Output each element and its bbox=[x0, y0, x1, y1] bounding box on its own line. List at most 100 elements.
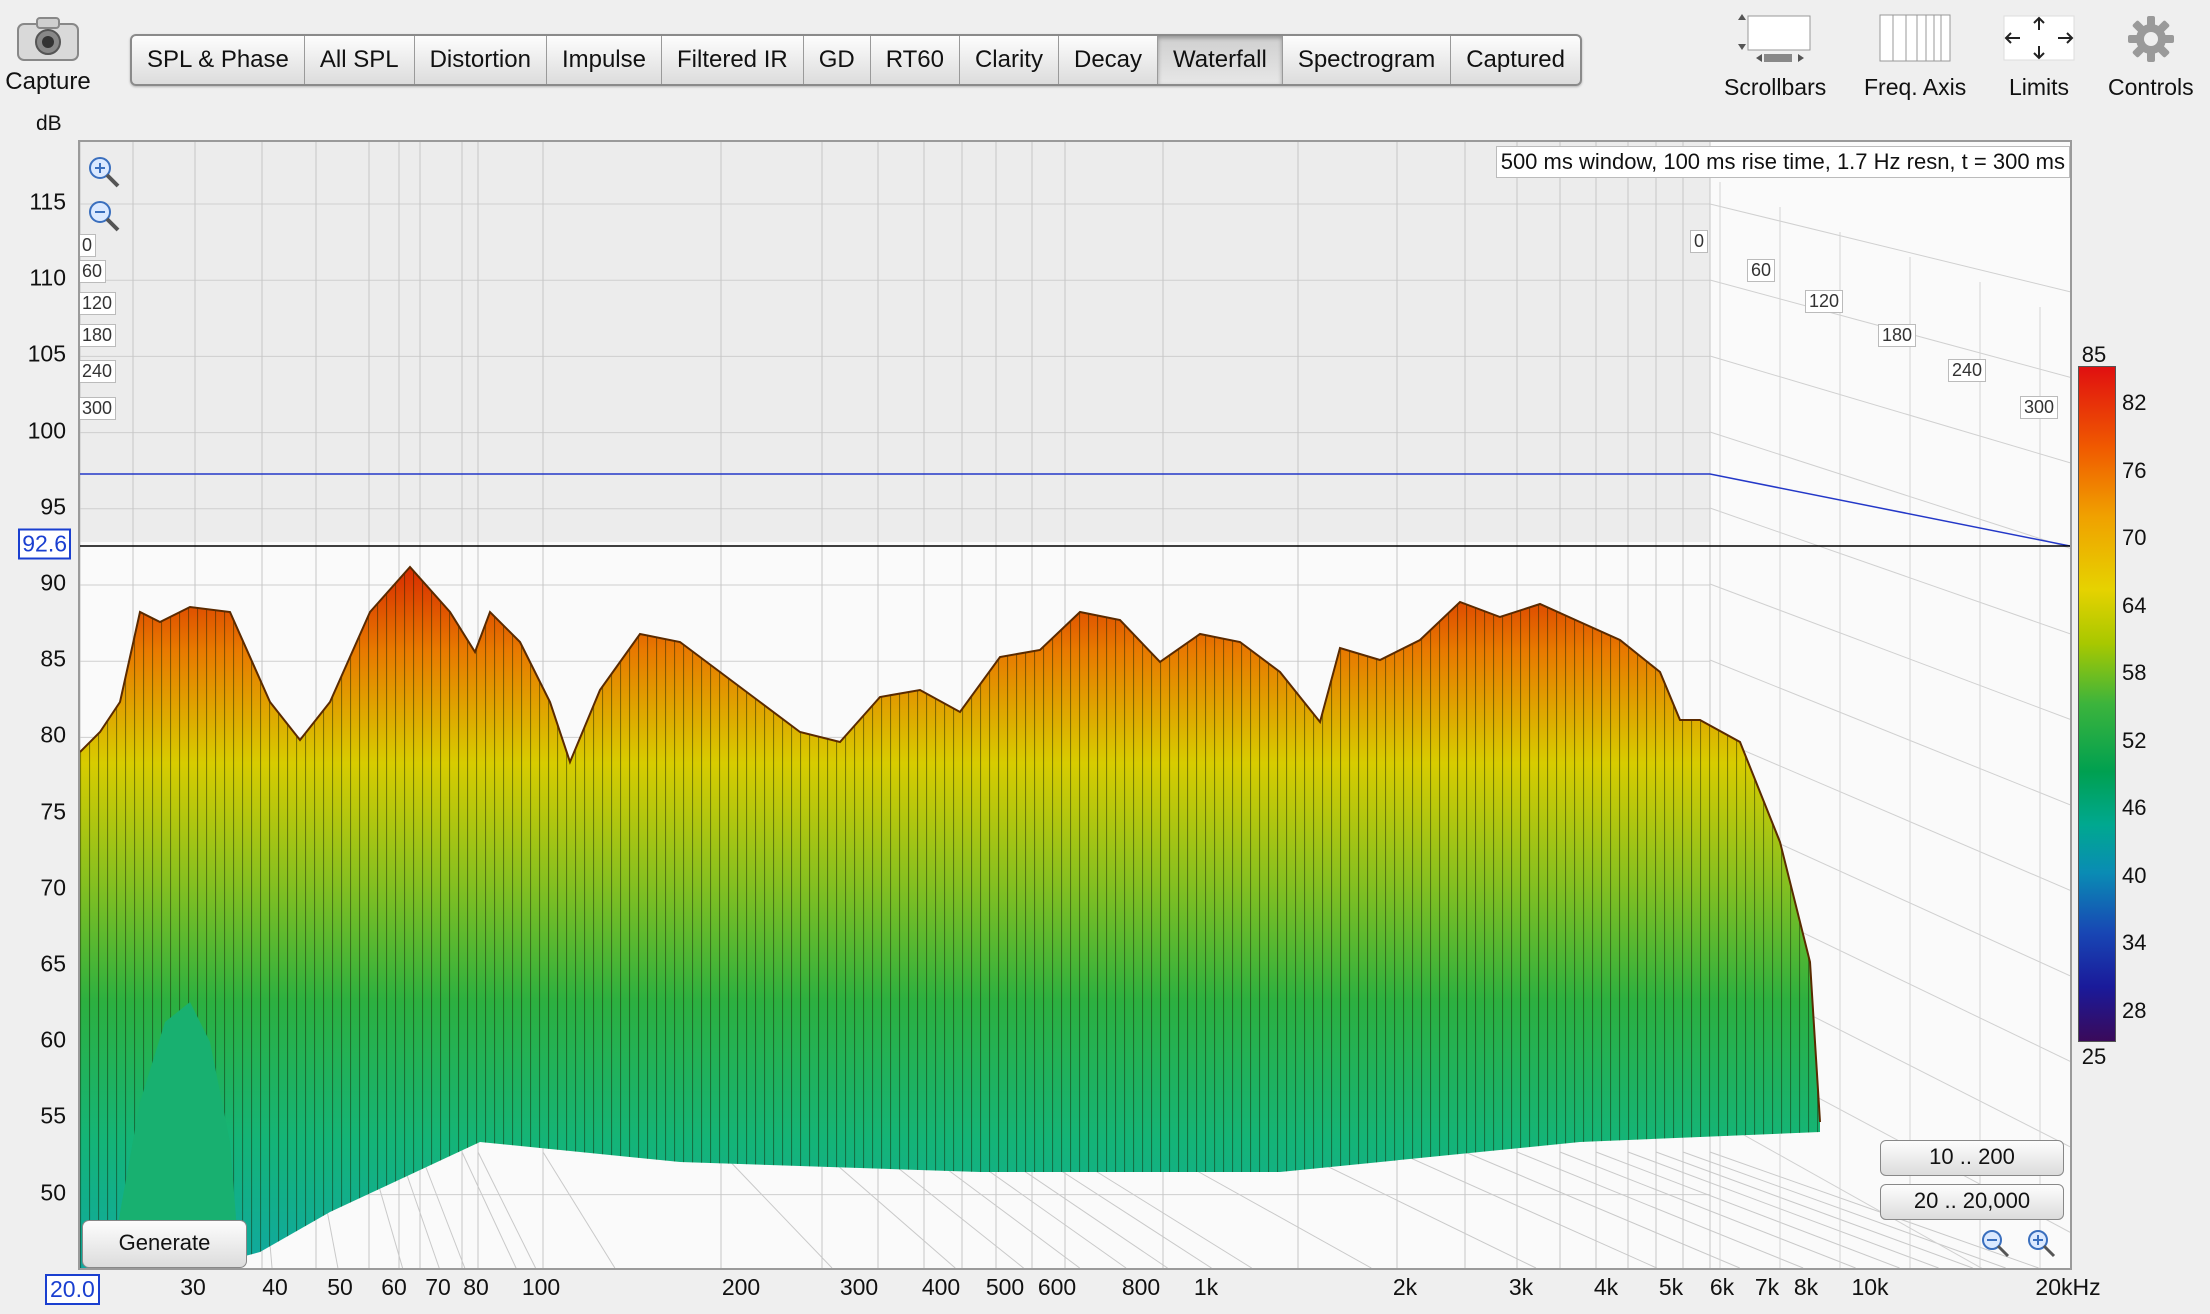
zoom-out-icon[interactable] bbox=[86, 198, 120, 232]
controls-label: Controls bbox=[2108, 74, 2194, 100]
color-scale-tick: 28 bbox=[2122, 997, 2147, 1023]
tab-distortion[interactable]: Distortion bbox=[415, 36, 547, 84]
y-cursor-value: 92.6 bbox=[18, 528, 71, 560]
time-label: 180 bbox=[1878, 324, 1917, 347]
y-tick-label: 90 bbox=[40, 569, 66, 596]
scrollbars-icon bbox=[1738, 14, 1811, 62]
tab-captured[interactable]: Captured bbox=[1466, 46, 1565, 73]
tab-all-spl[interactable]: All SPL bbox=[305, 36, 415, 84]
controls-tool[interactable]: Controls bbox=[2108, 10, 2194, 101]
scrollbars-tool[interactable]: Scrollbars bbox=[1724, 10, 1826, 101]
color-scale-tick: 82 bbox=[2122, 390, 2147, 415]
camera-icon bbox=[17, 17, 79, 61]
time-label: 0 bbox=[80, 234, 97, 257]
color-scale-tick: 58 bbox=[2122, 660, 2147, 685]
x-tick-label: 7k bbox=[1754, 1274, 1780, 1300]
freq-zoom-out-icon[interactable] bbox=[1980, 1228, 2010, 1258]
color-scale-bar bbox=[2078, 366, 2116, 1042]
x-tick-label: 2k bbox=[1392, 1274, 1418, 1300]
time-label: 240 bbox=[80, 360, 117, 383]
tab-bar: SPL & Phase All SPL Distortion Impulse Filte… bbox=[130, 34, 1582, 86]
x-tick-label: 30 bbox=[180, 1274, 206, 1300]
y-tick-label: 65 bbox=[40, 950, 66, 977]
y-tick-label: 110 bbox=[29, 264, 66, 291]
color-scale-tick: 46 bbox=[2122, 795, 2147, 820]
time-label: 0 bbox=[1690, 230, 1709, 253]
time-label: 300 bbox=[80, 397, 117, 420]
tab-clarity[interactable]: Clarity bbox=[960, 36, 1059, 84]
waterfall-canvas bbox=[80, 142, 2070, 1268]
limits-label: Limits bbox=[2008, 74, 2070, 100]
x-tick-label: 600 bbox=[1037, 1274, 1077, 1300]
freq-axis-label: Freq. Axis bbox=[1864, 74, 1967, 100]
tab-gd[interactable]: GD bbox=[804, 36, 871, 84]
x-tick-label: 20kHz bbox=[2035, 1274, 2101, 1300]
x-tick-label: 80 bbox=[463, 1274, 489, 1300]
color-scale-tick: 40 bbox=[2122, 862, 2147, 888]
tab-spectrogram[interactable]: Spectrogram bbox=[1283, 36, 1452, 84]
x-tick-label: 10k bbox=[1851, 1274, 1889, 1300]
freq-axis-icon bbox=[1879, 14, 1951, 62]
time-label: 240 bbox=[1948, 359, 1987, 382]
x-tick-label: 100 bbox=[521, 1274, 561, 1300]
x-tick-label: 300 bbox=[839, 1274, 879, 1300]
x-tick-label: 50 bbox=[327, 1274, 353, 1300]
tab-filtered-ir[interactable]: Filtered IR bbox=[662, 36, 804, 84]
color-scale-tick: 76 bbox=[2122, 457, 2147, 483]
y-tick-label: 70 bbox=[40, 874, 66, 901]
waterfall-plot[interactable]: 500 ms window, 100 ms rise time, 1.7 Hz … bbox=[78, 140, 2072, 1270]
zoom-in-icon[interactable] bbox=[86, 154, 120, 188]
y-tick-label: 100 bbox=[27, 417, 66, 444]
y-tick-label: 105 bbox=[27, 340, 66, 367]
time-label: 180 bbox=[80, 324, 117, 347]
color-scale-max: 85 bbox=[2081, 342, 2107, 367]
scrollbars-label: Scrollbars bbox=[1724, 74, 1827, 100]
x-tick-label: 60 bbox=[381, 1274, 407, 1300]
y-tick-label: 55 bbox=[40, 1102, 66, 1129]
capture-button[interactable]: Capture bbox=[0, 10, 96, 96]
tab-decay[interactable]: Decay bbox=[1059, 36, 1159, 84]
limits-icon bbox=[2003, 15, 2075, 61]
x-tick-label: 5k bbox=[1658, 1274, 1684, 1300]
time-label: 300 bbox=[2020, 396, 2059, 419]
y-tick-label: 60 bbox=[40, 1026, 66, 1053]
tab-waterfall[interactable]: Waterfall bbox=[1158, 36, 1283, 84]
time-label: 60 bbox=[1747, 259, 1776, 282]
tab-spl-phase[interactable]: SPL & Phase bbox=[132, 36, 305, 84]
freq-zoom-in-icon[interactable] bbox=[2026, 1228, 2056, 1258]
range-button-10-200[interactable]: 10 .. 200 bbox=[1880, 1140, 2064, 1176]
generate-button[interactable]: Generate bbox=[82, 1220, 247, 1268]
x-tick-label: 500 bbox=[985, 1274, 1025, 1300]
x-tick-label: 4k bbox=[1593, 1274, 1619, 1300]
x-tick-label: 40 bbox=[262, 1274, 288, 1300]
y-tick-label: 75 bbox=[40, 798, 66, 825]
color-scale-tick: 64 bbox=[2122, 592, 2147, 618]
freq-axis-tool[interactable]: Freq. Axis bbox=[1864, 10, 1966, 101]
color-scale-min: 25 bbox=[2081, 1044, 2107, 1069]
y-axis-unit: dB bbox=[36, 112, 62, 135]
y-tick-label: 85 bbox=[40, 645, 66, 672]
tab-impulse[interactable]: Impulse bbox=[547, 36, 662, 84]
gear-icon bbox=[2127, 16, 2174, 62]
y-tick-label: 95 bbox=[40, 493, 66, 520]
time-label: 120 bbox=[80, 292, 117, 315]
time-label: 120 bbox=[1805, 290, 1844, 313]
x-tick-label: 6k bbox=[1709, 1274, 1735, 1300]
x-tick-label: 1k bbox=[1193, 1274, 1219, 1300]
y-tick-label: 80 bbox=[40, 721, 66, 748]
range-button-20-20000[interactable]: 20 .. 20,000 bbox=[1880, 1184, 2064, 1220]
x-tick-label: 400 bbox=[921, 1274, 961, 1300]
y-tick-label: 115 bbox=[29, 188, 66, 215]
tab-rt60[interactable]: RT60 bbox=[871, 36, 960, 84]
x-tick-label: 800 bbox=[1121, 1274, 1161, 1300]
color-scale-tick: 34 bbox=[2122, 930, 2147, 955]
x-tick-label: 200 bbox=[721, 1274, 761, 1300]
time-label: 60 bbox=[80, 260, 107, 283]
color-scale-tick: 52 bbox=[2122, 727, 2147, 753]
x-tick-label: 3k bbox=[1508, 1274, 1534, 1300]
y-tick-label: 50 bbox=[40, 1179, 66, 1206]
x-tick-label: 70 bbox=[425, 1274, 451, 1300]
limits-tool[interactable]: Limits bbox=[2002, 10, 2076, 101]
x-start-value: 20.0 bbox=[45, 1274, 100, 1305]
x-tick-label: 8k bbox=[1793, 1274, 1819, 1300]
